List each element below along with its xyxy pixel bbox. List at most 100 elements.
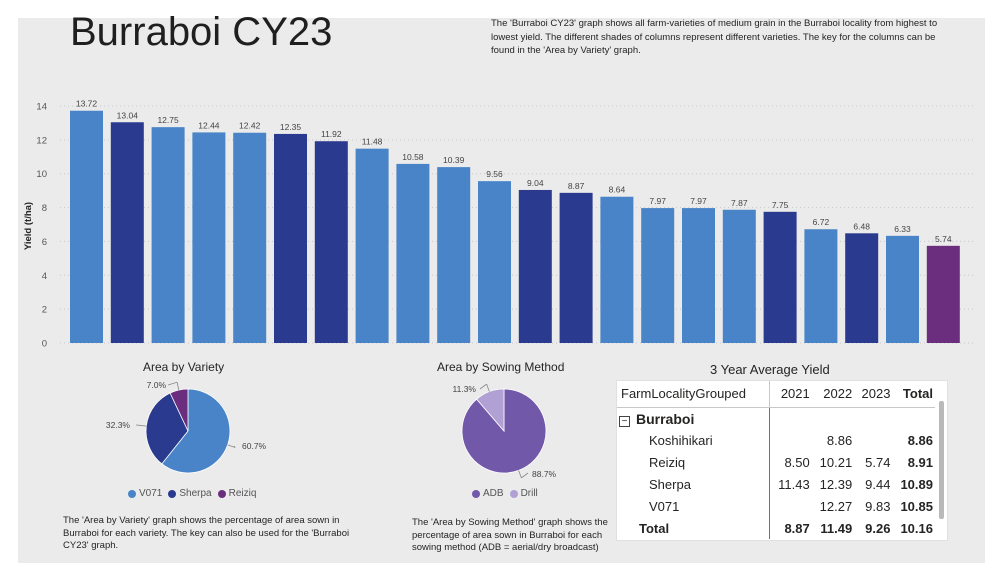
legend-item-reiziq[interactable]: Reiziq — [217, 488, 257, 499]
bar[interactable] — [110, 122, 144, 343]
bar-value-label: 12.44 — [198, 120, 220, 130]
table-scrollbar[interactable] — [939, 401, 944, 519]
sowing-pie-title: Area by Sowing Method — [437, 360, 565, 374]
total-cell: 8.86 — [907, 432, 933, 448]
sowing-note: The 'Area by Sowing Method' graph shows … — [412, 517, 608, 553]
table-row: V071 12.27 9.83 10.85 — [617, 495, 935, 517]
bar-value-label: 10.39 — [443, 155, 465, 165]
bar-value-label: 10.58 — [402, 152, 424, 162]
area-by-sowing-pie: 88.7% 11.3% — [453, 383, 557, 479]
column-header[interactable]: 2023 — [854, 381, 893, 408]
bar-value-label: 12.42 — [239, 121, 261, 131]
table-group-row: − Burraboi — [617, 407, 935, 429]
bar[interactable] — [314, 141, 348, 343]
bar[interactable] — [192, 132, 226, 343]
legend-label: ADB — [483, 488, 504, 499]
bar-value-label: 8.87 — [568, 181, 585, 191]
y-tick-label: 12 — [36, 135, 47, 146]
pie-leader-line — [227, 444, 236, 448]
bar-value-label: 7.75 — [772, 200, 789, 210]
bar[interactable] — [804, 229, 838, 343]
pie-slice[interactable] — [145, 392, 189, 465]
variety-cell: Koshihikari — [617, 429, 771, 451]
bar-value-label: 9.04 — [527, 178, 544, 188]
legend-label: V071 — [139, 488, 163, 499]
table-row: Koshihikari 8.86 8.86 — [617, 429, 935, 451]
page-title: Burraboi CY23 — [70, 10, 333, 54]
bar[interactable] — [396, 163, 430, 343]
bar[interactable] — [151, 127, 185, 344]
y-tick-label: 10 — [36, 169, 47, 180]
column-header[interactable]: 2021 — [769, 381, 812, 408]
group-label: Burraboi — [636, 411, 695, 428]
bar-value-label: 6.72 — [813, 217, 830, 227]
legend-item-drill[interactable]: Drill — [509, 488, 538, 499]
table-row: Sherpa 11.43 12.39 9.44 10.89 — [617, 473, 935, 495]
bar[interactable] — [845, 233, 879, 343]
bar-value-label: 11.92 — [321, 129, 342, 139]
bar[interactable] — [722, 209, 756, 343]
bar[interactable] — [763, 211, 797, 343]
collapse-icon[interactable]: − — [619, 416, 630, 428]
variety-legend: V071 Sherpa Reiziq — [128, 488, 256, 499]
y-tick-label: 2 — [42, 305, 47, 316]
table-total-row: Total 8.87 11.49 9.26 10.16 — [617, 517, 935, 539]
pie-slice-label: 60.7% — [242, 441, 267, 451]
pie-slice-label: 11.3% — [453, 384, 477, 394]
pie-leader-line — [167, 381, 178, 386]
pie-slice[interactable] — [476, 388, 505, 433]
bar-value-label: 11.48 — [362, 137, 383, 147]
bar-value-label: 6.48 — [853, 221, 870, 231]
pie-leader-line — [486, 383, 490, 392]
pie-leader-line — [233, 445, 236, 448]
group-cell: − Burraboi — [617, 407, 771, 429]
bar-value-label: 13.72 — [76, 99, 98, 109]
pie-leader-line — [176, 382, 180, 391]
chart-description: The 'Burraboi CY23' graph shows all farm… — [491, 18, 938, 56]
value-cell: 8.86 — [826, 432, 853, 448]
value-cell — [854, 429, 892, 451]
total-cell: 8.91 — [907, 454, 933, 470]
variety-note: The 'Area by Variety' graph shows the pe… — [63, 515, 350, 551]
bar[interactable] — [886, 235, 919, 343]
total-value-cell: 8.87 — [784, 520, 810, 536]
value-cell — [770, 495, 812, 517]
y-axis-label: Yield (t/ha) — [23, 202, 34, 250]
yield-table: FarmLocalityGrouped 2021 2022 2023 Total… — [616, 380, 948, 541]
bar[interactable] — [559, 192, 593, 343]
bar[interactable] — [682, 208, 715, 343]
legend-item-adb[interactable]: ADB — [472, 488, 504, 499]
bar[interactable] — [233, 132, 267, 343]
bar[interactable] — [437, 167, 471, 343]
pie-slice-label: 32.3% — [106, 420, 131, 430]
value-cell: 5.74 — [865, 454, 891, 470]
value-cell: 12.39 — [819, 476, 853, 492]
bar[interactable] — [274, 133, 307, 343]
bar[interactable] — [926, 245, 960, 343]
legend-item-v071[interactable]: V071 — [128, 488, 162, 499]
column-header[interactable]: FarmLocalityGrouped — [617, 381, 771, 408]
legend-item-sherpa[interactable]: Sherpa — [168, 488, 212, 499]
bar[interactable] — [478, 181, 511, 343]
pie-leader-line — [479, 383, 487, 390]
pie-leader-line — [138, 424, 147, 427]
bar[interactable] — [600, 196, 634, 343]
y-tick-label: 6 — [42, 237, 47, 248]
bar-series: 13.72 13.04 12.75 12.44 12.42 12.35 11.92 11.48… — [70, 99, 960, 344]
total-cell: 10.89 — [900, 476, 933, 492]
y-tick-label: 4 — [42, 271, 47, 282]
value-cell: 10.21 — [819, 454, 853, 470]
bar[interactable] — [355, 148, 389, 343]
value-cell: 9.44 — [865, 476, 891, 492]
variety-cell: V071 — [617, 495, 771, 517]
variety-pie-title: Area by Variety — [143, 360, 225, 374]
bar-value-label: 13.04 — [117, 110, 139, 120]
column-header[interactable]: Total — [892, 381, 935, 408]
bar[interactable] — [641, 208, 675, 343]
bar[interactable] — [518, 189, 552, 343]
column-header[interactable]: 2022 — [811, 381, 855, 408]
legend-label: Reiziq — [228, 488, 257, 499]
bar[interactable] — [70, 110, 103, 344]
bar-value-label: 12.35 — [280, 122, 302, 132]
table-title: 3 Year Average Yield — [710, 362, 830, 377]
